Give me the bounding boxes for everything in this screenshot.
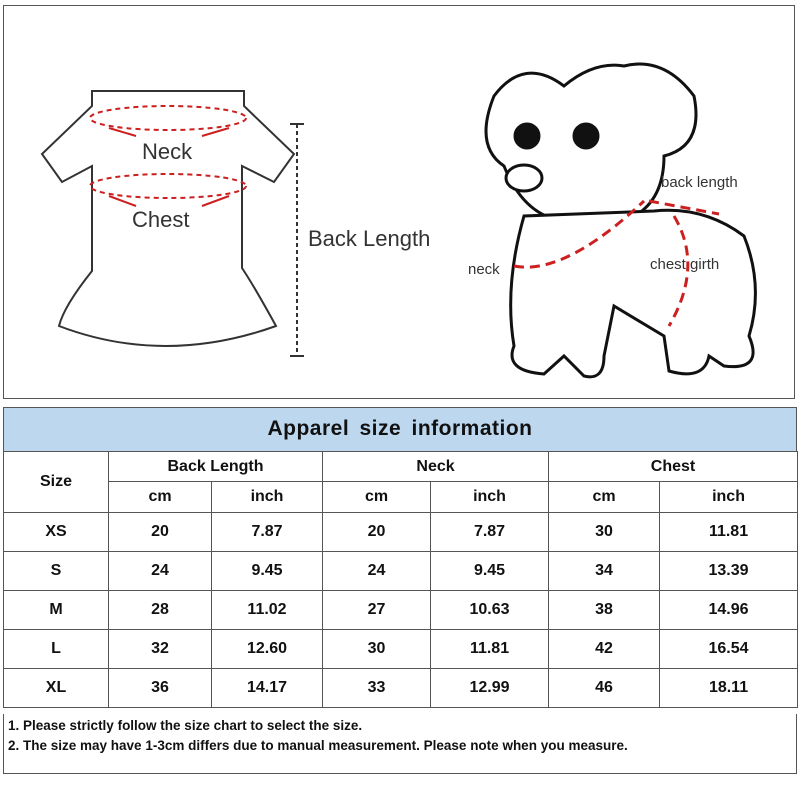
table-title: Apparel size information [3, 407, 797, 452]
shirt-neck-label: Neck [142, 139, 193, 164]
value-cell: 24 [108, 551, 212, 591]
value-cell: 42 [548, 629, 661, 669]
size-cell: M [3, 590, 109, 630]
value-cell: 20 [322, 512, 432, 552]
value-cell: 18.11 [659, 668, 799, 708]
dog-measure-lines [513, 199, 720, 327]
value-cell: 46 [548, 668, 661, 708]
group-header: Neck [322, 451, 550, 482]
group-header: Back Length [107, 451, 324, 482]
value-cell: 38 [548, 590, 661, 630]
shirt-back-length-label: Back Length [308, 226, 431, 251]
value-cell: 36 [108, 668, 212, 708]
value-cell: 16.54 [659, 629, 799, 669]
group-header: Chest [548, 451, 799, 482]
unit-header: inch [430, 481, 550, 513]
value-cell: 27 [322, 590, 432, 630]
header-row: Size Back Length Neck Chest [3, 451, 799, 513]
notes: 1. Please strictly follow the size chart… [3, 714, 797, 774]
value-cell: 33 [322, 668, 432, 708]
value-cell: 14.96 [659, 590, 799, 630]
size-cell: XL [3, 668, 109, 708]
value-cell: 14.17 [210, 668, 324, 708]
size-header: Size [3, 451, 109, 513]
value-cell: 9.45 [430, 551, 550, 591]
size-cell: XS [3, 512, 109, 552]
shirt-drawing [40, 90, 296, 347]
value-cell: 28 [108, 590, 212, 630]
note: 2. The size may have 1-3cm differs due t… [8, 738, 628, 753]
size-cell: S [3, 551, 109, 591]
table-row: M 28 11.02 27 10.63 38 14.96 [3, 590, 799, 630]
shirt-chest-label: Chest [132, 207, 190, 232]
value-cell: 24 [322, 551, 432, 591]
units-row: cm inch cm inch cm inch [4, 481, 799, 513]
unit-header: inch [210, 481, 324, 513]
value-cell: 7.87 [210, 512, 324, 552]
shirt-measure-lines [89, 105, 247, 207]
value-cell: 13.39 [659, 551, 799, 591]
value-cell: 30 [548, 512, 661, 552]
value-cell: 7.87 [430, 512, 550, 552]
value-cell: 12.60 [210, 629, 324, 669]
table-row: L 32 12.60 30 11.81 42 16.54 [3, 629, 799, 669]
unit-header: cm [548, 481, 661, 513]
unit-header: inch [659, 481, 799, 513]
size-cell: L [3, 629, 109, 669]
dog-drawing [484, 62, 757, 379]
value-cell: 34 [548, 551, 661, 591]
shirt-and-dog-illustration [40, 62, 757, 379]
dog-neck-label: neck [468, 261, 500, 278]
value-cell: 10.63 [430, 590, 550, 630]
table-row: S 24 9.45 24 9.45 34 13.39 [3, 551, 799, 591]
unit-header: cm [322, 481, 432, 513]
value-cell: 20 [108, 512, 212, 552]
table-row: XS 20 7.87 20 7.87 30 11.81 [3, 512, 799, 552]
size-table: Size Back Length Neck Chest cm inch cm inch… [3, 451, 799, 708]
note: 1. Please strictly follow the size chart… [8, 718, 363, 733]
dog-chest-girth-label: chest girth [650, 256, 720, 273]
value-cell: 12.99 [430, 668, 550, 708]
dog-back-length-label: back length [661, 174, 738, 191]
value-cell: 9.45 [210, 551, 324, 591]
value-cell: 11.81 [659, 512, 799, 552]
back-length-ruler [290, 123, 304, 357]
value-cell: 11.81 [430, 629, 550, 669]
value-cell: 11.02 [210, 590, 324, 630]
illustration-panel: Neck Chest Back Length back length neck … [3, 5, 795, 399]
value-cell: 30 [322, 629, 432, 669]
value-cell: 32 [108, 629, 212, 669]
unit-header: cm [108, 481, 212, 513]
table-row: XL 36 14.17 33 12.99 46 18.11 [3, 668, 799, 708]
